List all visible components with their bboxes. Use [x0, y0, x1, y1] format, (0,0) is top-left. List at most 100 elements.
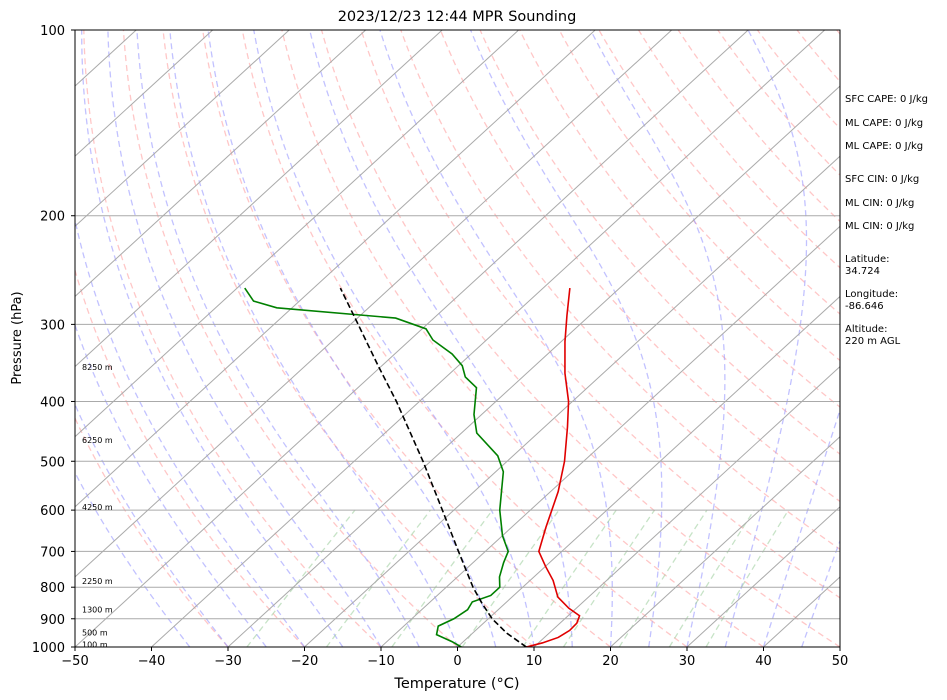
- moist-adiabat: [75, 323, 267, 647]
- chart-title: 2023/12/23 12:44 MPR Sounding: [338, 9, 577, 25]
- height-label: 8250 m: [82, 363, 113, 372]
- annotation-text: 220 m AGL: [845, 336, 901, 347]
- annotation-text: Latitude:: [845, 254, 890, 265]
- isotherm: [686, 506, 840, 647]
- isotherm: [75, 30, 214, 157]
- series-line: [339, 287, 527, 647]
- moist-adiabat: [469, 30, 663, 647]
- x-tick-label: −40: [138, 654, 165, 669]
- x-tick-label: −30: [214, 654, 241, 669]
- dry-adiabat: [320, 30, 840, 647]
- annotation-text: ML CAPE: 0 J/kg: [845, 118, 923, 129]
- height-label: 6250 m: [82, 436, 113, 445]
- dry-adiabat: [75, 268, 305, 647]
- isotherm: [610, 435, 840, 647]
- x-axis: −50 −40 −30 −20 −10 0 10 20 30 40 50: [61, 647, 848, 669]
- moist-adiabat: [81, 30, 344, 647]
- annotation-text: SFC CIN: 0 J/kg: [845, 174, 919, 185]
- mixing-ratio-line: [522, 509, 617, 647]
- isotherm: [533, 365, 840, 647]
- dry-adiabat: [162, 30, 535, 647]
- x-tick-label: −20: [291, 654, 318, 669]
- isotherm: [75, 30, 520, 438]
- isotherm: [75, 30, 443, 368]
- dry-adiabat: [519, 30, 840, 408]
- height-label: 1300 m: [82, 606, 113, 615]
- annotation-text: ML CAPE: 0 J/kg: [845, 141, 923, 152]
- moist-adiabat: [309, 30, 573, 647]
- x-tick-label: 20: [602, 654, 619, 669]
- mixing-ratio-line: [246, 509, 356, 647]
- moist-adiabat: [107, 30, 382, 647]
- dry-adiabat: [83, 30, 382, 647]
- moist-adiabat: [762, 407, 840, 647]
- moist-adiabat: [75, 471, 191, 647]
- y-tick-label: 500: [40, 455, 65, 470]
- x-tick-label: −50: [61, 654, 88, 669]
- mixing-ratio-line: [391, 509, 493, 647]
- y-tick-label: 700: [40, 545, 65, 560]
- moist-adiabat: [136, 30, 420, 647]
- dry-adiabat: [360, 30, 840, 599]
- dry-adiabat: [598, 30, 840, 315]
- annotation-text: Altitude:: [845, 324, 887, 335]
- dry-adiabat: [400, 30, 840, 551]
- annotation-text: SFC CAPE: 0 J/kg: [845, 94, 928, 105]
- grid-lines: [75, 30, 840, 647]
- annotation-text: -86.646: [845, 301, 884, 312]
- y-tick-label: 600: [40, 504, 65, 519]
- y-tick-label: 800: [40, 581, 65, 596]
- annotation-text: ML CIN: 0 J/kg: [845, 198, 914, 209]
- isotherm: [75, 30, 673, 578]
- side-annotations: SFC CAPE: 0 J/kg ML CAPE: 0 J/kg ML CAPE: …: [845, 94, 928, 347]
- dry-adiabat: [717, 30, 840, 176]
- dry-adiabat: [677, 30, 840, 223]
- series-line: [526, 288, 581, 647]
- y-tick-label: 400: [40, 395, 65, 410]
- moist-adiabat: [724, 30, 808, 647]
- isotherm: [75, 30, 290, 227]
- annotation-text: 34.724: [845, 266, 880, 277]
- dry-adiabat: [479, 30, 840, 455]
- isotherm: [75, 30, 367, 298]
- x-tick-label: 30: [679, 654, 696, 669]
- y-tick-label: 300: [40, 318, 65, 333]
- moist-adiabat: [169, 30, 459, 647]
- height-label: 4250 m: [82, 503, 113, 512]
- height-labels: 8250 m 6250 m 4250 m 2250 m 1300 m 500 m 100 m: [82, 363, 113, 649]
- background-lines: [75, 30, 840, 647]
- x-tick-label: 50: [832, 654, 849, 669]
- annotation-text: ML CIN: 0 J/kg: [845, 221, 914, 232]
- moist-adiabat: [379, 30, 613, 647]
- dry-adiabat: [75, 416, 229, 647]
- y-axis: 1000 900 800 700 600 500 400 300 200 100: [32, 24, 75, 656]
- y-tick-label: 100: [40, 24, 65, 39]
- y-tick-label: 1000: [32, 641, 65, 656]
- y-tick-label: 200: [40, 210, 65, 225]
- isotherm: [380, 225, 840, 647]
- moist-adiabat: [207, 30, 497, 647]
- mixing-ratio-line: [705, 509, 789, 647]
- isotherm: [457, 295, 840, 647]
- height-label: 500 m: [82, 629, 108, 638]
- moist-adiabat: [75, 217, 306, 647]
- dry-adiabat: [122, 30, 458, 647]
- moist-adiabat: [253, 30, 535, 647]
- isotherm: [304, 155, 840, 647]
- x-axis-label: Temperature (°C): [393, 676, 519, 692]
- y-tick-label: 900: [40, 613, 65, 628]
- height-label: 100 m: [82, 640, 108, 649]
- y-axis-label: Pressure (hPa): [10, 291, 25, 384]
- series-line: [244, 287, 510, 647]
- isotherm: [75, 30, 749, 647]
- dry-adiabat: [281, 30, 764, 647]
- plot-frame: [74, 29, 841, 648]
- height-label: 2250 m: [82, 577, 113, 586]
- data-series: [244, 287, 581, 647]
- x-tick-label: −10: [367, 654, 394, 669]
- x-tick-label: 0: [453, 654, 461, 669]
- dry-adiabat: [241, 30, 688, 647]
- isotherm: [151, 30, 826, 647]
- moist-adiabat: [75, 402, 229, 647]
